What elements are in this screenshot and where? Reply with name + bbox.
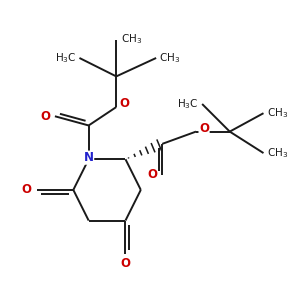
Text: N: N xyxy=(84,151,94,164)
Text: O: O xyxy=(148,168,158,181)
Text: CH$_3$: CH$_3$ xyxy=(159,51,180,65)
Text: CH$_3$: CH$_3$ xyxy=(267,106,288,120)
Text: CH$_3$: CH$_3$ xyxy=(267,146,288,160)
Text: O: O xyxy=(119,98,129,110)
Text: CH$_3$: CH$_3$ xyxy=(121,33,142,46)
Text: O: O xyxy=(121,257,130,270)
Text: H$_3$C: H$_3$C xyxy=(55,51,76,65)
Text: H$_3$C: H$_3$C xyxy=(178,97,199,111)
Text: O: O xyxy=(21,183,31,196)
Text: O: O xyxy=(199,122,209,135)
Text: O: O xyxy=(40,110,50,123)
